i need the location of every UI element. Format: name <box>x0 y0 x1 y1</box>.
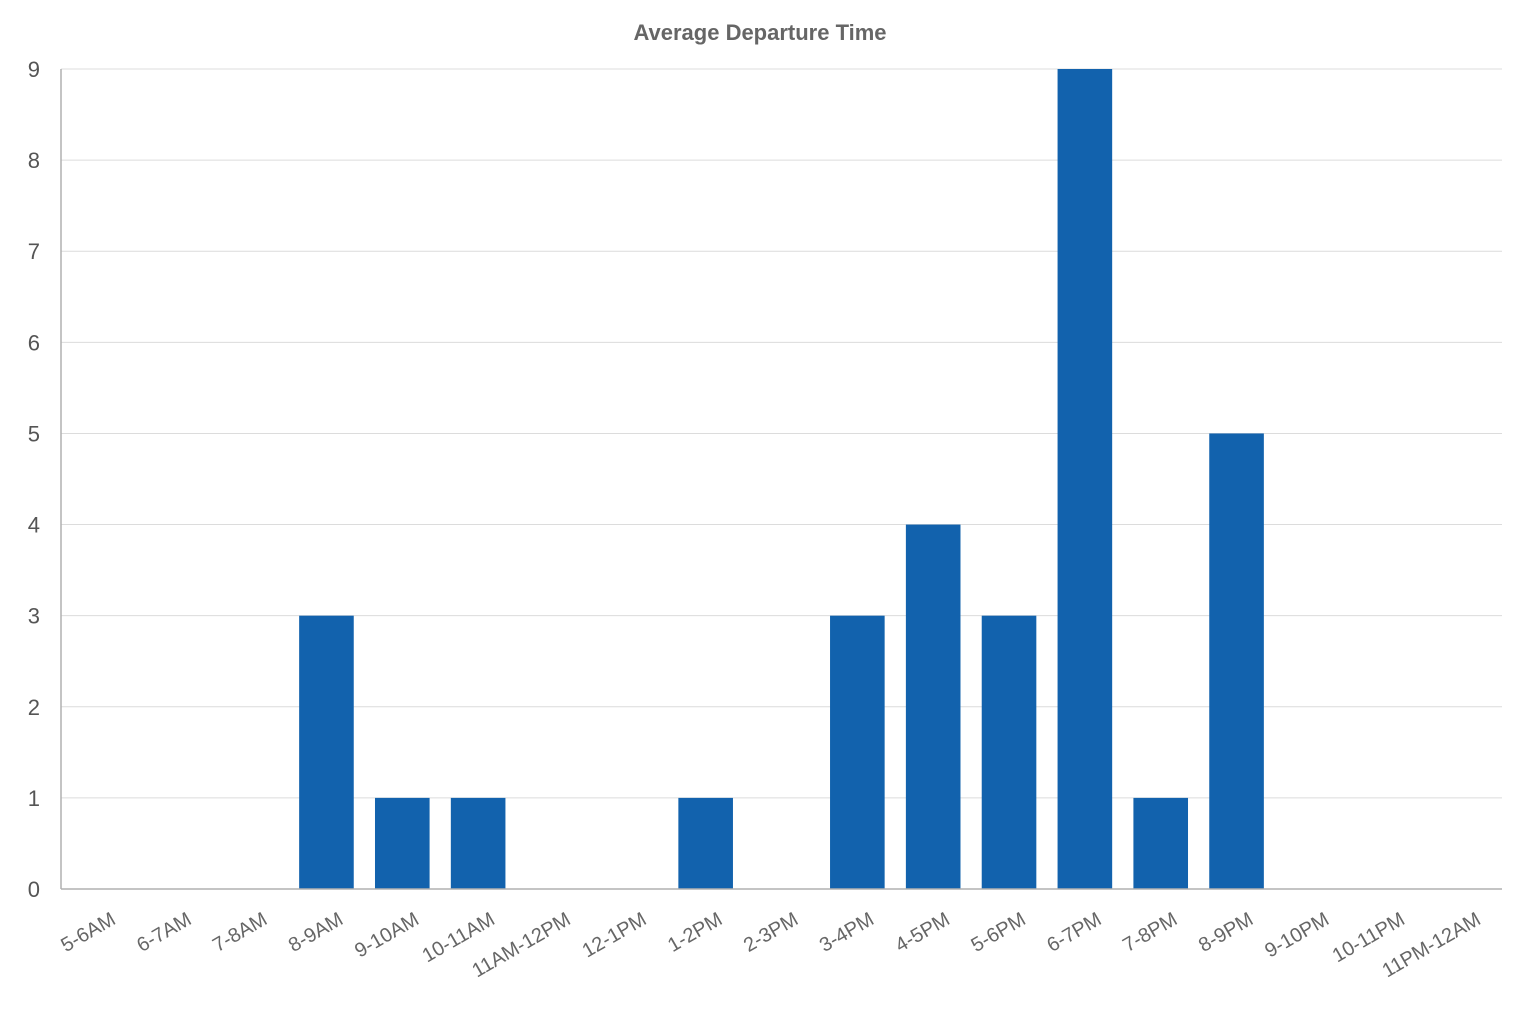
x-tick-label: 5-6AM <box>57 908 119 957</box>
bar <box>678 797 733 889</box>
gridlines <box>61 68 1502 799</box>
x-tick-label: 7-8PM <box>1119 908 1181 957</box>
x-tick-label: 5-6PM <box>968 908 1030 957</box>
x-tick-label: 9-10AM <box>351 908 423 962</box>
x-tick-label: 2-3PM <box>740 908 802 957</box>
bar <box>1209 433 1264 889</box>
x-tick-label: 6-7AM <box>133 908 195 957</box>
bars <box>299 69 1264 889</box>
x-tick-label: 3-4PM <box>816 908 878 957</box>
bar <box>299 615 354 889</box>
y-tick-label: 0 <box>28 877 40 902</box>
x-tick-label: 1-2PM <box>664 908 726 957</box>
y-tick-label: 4 <box>28 513 40 538</box>
x-tick-label: 4-5PM <box>892 908 954 957</box>
y-tick-label: 5 <box>28 421 40 446</box>
x-axis-ticks: 5-6AM 6-7AM 7-8AM 8-9AM 9-10AM10-11AM11AM-12… <box>57 908 1484 982</box>
bar <box>1057 69 1113 889</box>
x-tick-label: 9-10PM <box>1261 908 1333 962</box>
chart-title: Average Departure Time <box>633 20 886 45</box>
bar <box>905 524 961 889</box>
y-tick-label: 2 <box>28 695 40 720</box>
x-tick-label: 7-8AM <box>209 908 271 957</box>
y-tick-label: 8 <box>28 148 40 173</box>
x-tick-label: 12-1PM <box>579 908 651 962</box>
x-tick-label: 6-7PM <box>1043 908 1105 957</box>
y-tick-label: 3 <box>28 604 40 629</box>
x-tick-label: 8-9PM <box>1195 908 1257 957</box>
bar <box>374 797 430 889</box>
y-tick-label: 6 <box>28 330 40 355</box>
y-tick-label: 1 <box>28 786 40 811</box>
bar <box>450 797 506 889</box>
y-tick-label: 9 <box>28 57 40 82</box>
bar <box>1133 797 1189 889</box>
x-tick-label: 8-9AM <box>285 908 347 957</box>
y-axis-ticks: 0 1 2 3 4 5 6 7 8 9 <box>28 57 40 902</box>
y-tick-label: 7 <box>28 239 40 264</box>
bar <box>981 615 1037 889</box>
bar <box>830 615 885 889</box>
